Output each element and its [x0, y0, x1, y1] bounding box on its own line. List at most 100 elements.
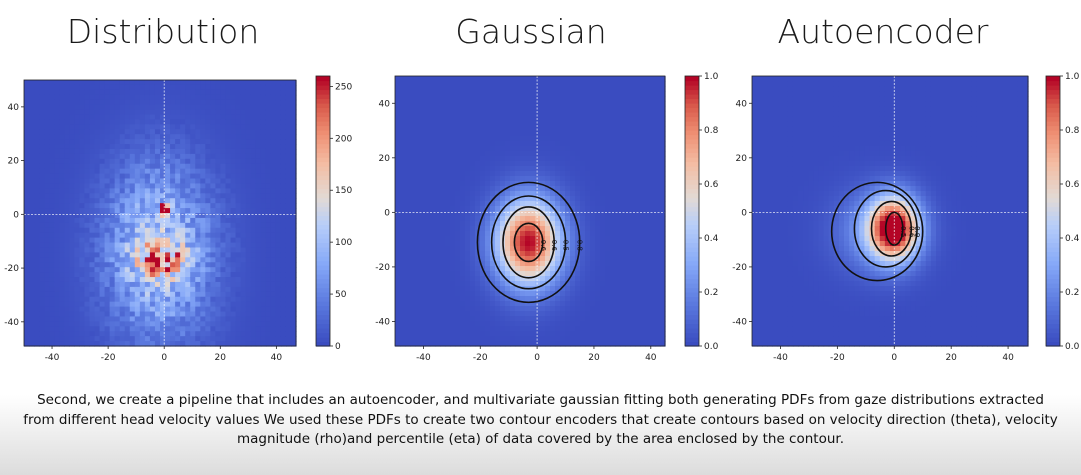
heatmap-cell: [185, 173, 191, 180]
heatmap-cell: [69, 247, 75, 254]
heatmap-cell: [195, 222, 201, 229]
heatmap-cell: [190, 119, 196, 125]
heatmap-cell: [245, 272, 252, 278]
heatmap-cell: [139, 203, 146, 209]
heatmap-cell: [445, 121, 451, 127]
heatmap-cell: [255, 188, 262, 194]
heatmap-cell: [290, 124, 297, 130]
heatmap-cell: [260, 311, 267, 318]
heatmap-cell: [34, 80, 40, 86]
heatmap-cell: [200, 311, 206, 318]
heatmap-cell: [540, 86, 546, 92]
heatmap-cell: [235, 114, 242, 121]
heatmap-cell: [29, 336, 35, 342]
heatmap-cell: [149, 341, 156, 347]
heatmap-cell: [490, 221, 496, 227]
heatmap-cell: [245, 237, 252, 244]
heatmap-cell: [475, 321, 481, 327]
heatmap-cell: [495, 231, 501, 237]
heatmap-cell: [520, 191, 526, 197]
heatmap-cell: [255, 198, 262, 204]
heatmap-cell: [450, 96, 456, 102]
heatmap-cell: [250, 208, 257, 214]
heatmap-cell: [79, 237, 86, 244]
colorbar-segment: [316, 125, 330, 131]
heatmap-cell: [440, 321, 446, 327]
heatmap-cell: [545, 141, 551, 147]
heatmap-cell: [245, 311, 252, 318]
heatmap-cell: [450, 266, 456, 272]
heatmap-cell: [154, 188, 161, 194]
heatmap-cell: [44, 134, 50, 140]
heatmap-cell: [59, 129, 65, 135]
heatmap-cell: [420, 276, 426, 282]
heatmap-cell: [505, 316, 511, 322]
heatmap-cell: [480, 116, 486, 122]
heatmap-cell: [160, 94, 166, 101]
heatmap-cell: [565, 321, 571, 327]
heatmap-cell: [49, 242, 55, 249]
heatmap-cell: [124, 129, 131, 135]
heatmap-cell: [430, 321, 436, 327]
heatmap-cell: [170, 252, 176, 258]
heatmap-cell: [129, 311, 136, 318]
heatmap-cell: [450, 326, 456, 332]
heatmap-cell: [535, 171, 541, 177]
heatmap-cell: [440, 76, 446, 82]
heatmap-cell: [405, 196, 411, 202]
heatmap-cell: [465, 241, 471, 247]
heatmap-cell: [490, 91, 496, 97]
heatmap-cell: [104, 99, 111, 106]
heatmap-cell: [510, 216, 516, 222]
heatmap-cell: [109, 193, 116, 199]
heatmap-cell: [139, 213, 146, 219]
heatmap-cell: [49, 119, 55, 125]
heatmap-cell: [270, 89, 277, 96]
heatmap-cell: [139, 173, 146, 180]
heatmap-cell: [235, 134, 242, 140]
heatmap-cell: [260, 213, 267, 219]
heatmap-cell: [89, 153, 96, 160]
heatmap-cell: [205, 124, 211, 130]
heatmap-cell: [425, 231, 431, 237]
heatmap-cell: [555, 326, 561, 332]
colorbar-frame: [315, 75, 331, 347]
heatmap-cell: [450, 151, 456, 157]
heatmap-cell: [400, 311, 406, 317]
heatmap-cell: [220, 316, 227, 322]
heatmap-cell: [129, 291, 136, 298]
heatmap-cell: [260, 262, 267, 268]
heatmap-cell: [24, 114, 30, 121]
heatmap-cell: [94, 208, 101, 214]
heatmap-cell: [59, 306, 65, 313]
heatmap-cell: [109, 163, 116, 170]
heatmap-cell: [510, 251, 516, 257]
heatmap-cell: [560, 136, 566, 142]
heatmap-cell: [64, 242, 70, 249]
heatmap-cell: [129, 222, 136, 229]
heatmap-cell: [59, 232, 65, 239]
heatmap-cell: [170, 144, 176, 150]
heatmap-cell: [510, 321, 516, 327]
heatmap-cell: [430, 216, 436, 222]
heatmap-cell: [195, 326, 201, 332]
heatmap-cell: [59, 257, 65, 263]
heatmap-cell: [84, 252, 91, 258]
heatmap-cell: [530, 241, 536, 247]
heatmap-cell: [235, 217, 242, 224]
heatmap-cell: [530, 186, 536, 192]
heatmap-cell: [129, 296, 136, 303]
heatmap-cell: [495, 116, 501, 122]
heatmap-cell: [460, 251, 466, 257]
heatmap-cell: [540, 216, 546, 222]
heatmap-cell: [400, 146, 406, 152]
heatmap-cell: [195, 321, 201, 327]
colorbar-segment: [316, 112, 330, 118]
heatmap-cell: [285, 163, 292, 170]
heatmap-cell: [255, 163, 262, 170]
heatmap-cell: [475, 326, 481, 332]
heatmap-cell: [134, 208, 141, 214]
heatmap-cell: [495, 201, 501, 207]
heatmap-cell: [400, 316, 406, 322]
heatmap-cell: [215, 326, 222, 332]
